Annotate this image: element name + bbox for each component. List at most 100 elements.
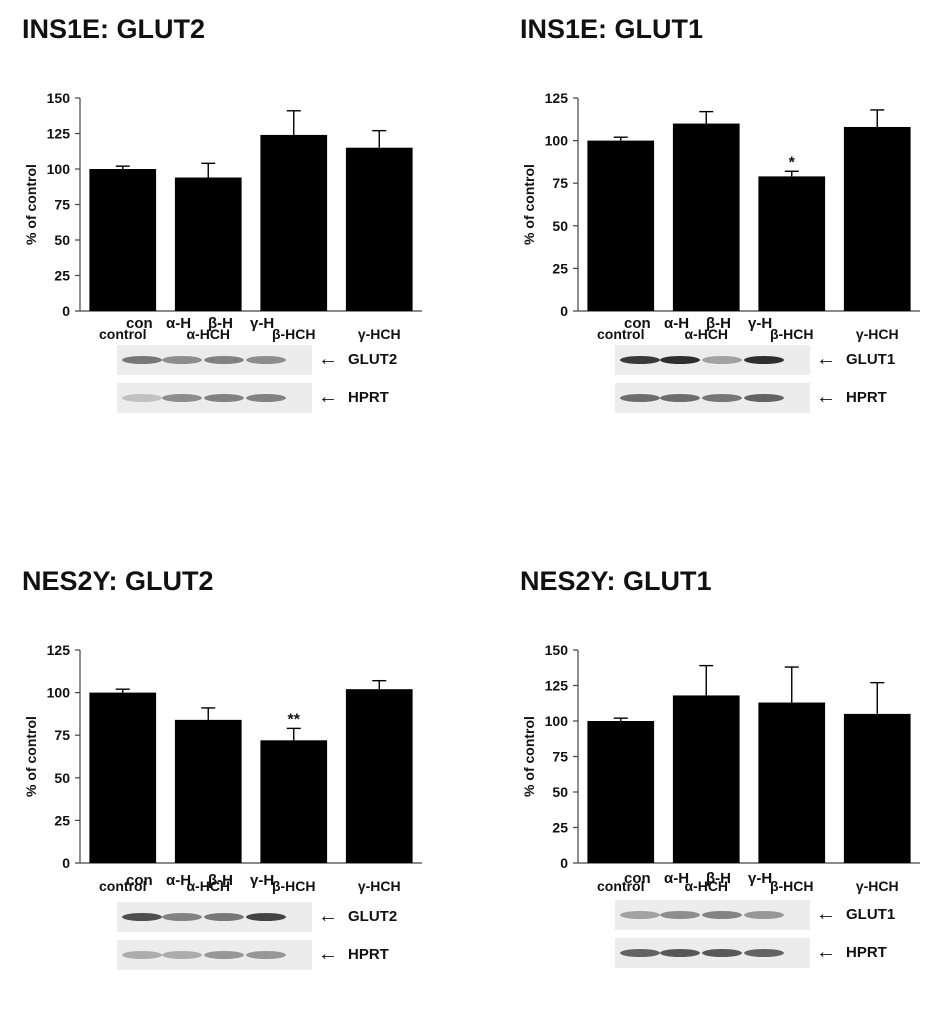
lane-label: β-H [208,315,233,332]
panel-title: NES2Y: GLUT1 [520,566,712,596]
y-tick-label: 125 [47,126,71,142]
y-tick-label: 0 [560,855,568,871]
y-tick-label: 100 [47,685,71,701]
blot-band [122,951,162,959]
blot-band [246,951,286,959]
x-tick-label: α-HCH [684,878,728,894]
arrow-left-icon: ← [816,386,836,408]
x-tick-label: α-HCH [186,878,230,894]
y-tick-label: 75 [54,727,70,743]
panel-title: NES2Y: GLUT2 [22,566,214,596]
blot-band [246,356,286,364]
bar [89,169,157,311]
blot-band [620,911,660,919]
y-tick-label: 150 [47,90,71,106]
bar [345,147,413,311]
bar [587,721,655,863]
lane-label: β-H [208,872,233,889]
y-tick-label: 25 [54,812,70,828]
x-tick-label: β-HCH [770,878,814,894]
panel-title: INS1E: GLUT1 [520,14,704,44]
blot-band [660,356,700,364]
blot-strip [615,938,810,968]
y-axis-label: % of control [521,164,537,245]
blot-band [744,911,784,919]
arrow-left-icon: ← [318,348,338,370]
x-tick-label: control [99,326,146,342]
bar [758,702,826,863]
blot-band [162,913,202,921]
blot-band [660,949,700,957]
blot-strip [117,383,312,413]
bar [174,177,242,311]
lane-label: α-H [664,870,690,887]
lane-label: con [126,872,153,889]
y-tick-label: 0 [62,855,70,871]
blot-target-label: GLUT2 [348,908,398,925]
significance-marker: * [789,154,796,171]
panel-ins1e-glut2: INS1E: GLUT2 0 25 50 75 100 125 150 % of contro… [22,14,442,494]
x-tick-label: α-HCH [684,326,728,342]
x-tick-label: α-HCH [186,326,230,342]
x-tick-label: γ-HCH [358,878,401,894]
western-blot: con α-H β-H γ-H ← GLUT1 ← HPRT [520,309,940,499]
blot-target-label: GLUT1 [846,906,896,923]
blot-band [162,394,202,402]
y-tick-label: 50 [54,232,70,248]
blot-target-label: GLUT1 [846,351,896,368]
blot-strip [117,902,312,932]
y-tick-label: 100 [545,713,569,729]
bar-chart: 0 25 50 75 100 125 % of control control α-HCH * β-… [521,90,920,342]
blot-strip [117,345,312,375]
x-tick-label: γ-HCH [358,326,401,342]
bar-chart: 0 25 50 75 100 125 % of control control α-HCH ** β… [23,642,422,894]
blot-band [744,356,784,364]
y-tick-label: 50 [552,784,568,800]
lane-label: β-H [706,315,731,332]
bar [345,689,413,863]
blot-band [702,911,742,919]
blot-target-label: GLUT2 [348,351,398,368]
lane-label: α-H [166,872,192,889]
x-tick-label: γ-HCH [856,878,899,894]
y-tick-label: 75 [552,749,568,765]
x-tick-label: control [597,878,644,894]
bar-chart: 0 25 50 75 100 125 150 % of control control α-HCH… [23,90,422,342]
panel-ins1e-glut1: INS1E: GLUT1 0 25 50 75 100 125 % of control co… [520,14,940,494]
blot-band [660,394,700,402]
blot-band [204,394,244,402]
arrow-left-icon: ← [318,943,338,965]
arrow-left-icon: ← [318,905,338,927]
blot-target-label: HPRT [846,944,887,961]
x-tick-label: control [99,878,146,894]
blot-band [620,356,660,364]
blot-band [702,394,742,402]
western-blot: con α-H β-H γ-H ← GLUT2 ← HPRT [22,309,442,499]
bar [843,126,911,311]
blot-strip [615,383,810,413]
y-tick-label: 25 [54,268,70,284]
blot-band [620,394,660,402]
arrow-left-icon: ← [318,386,338,408]
bar [758,176,826,311]
x-tick-label: control [597,326,644,342]
panel-nes2y-glut2: NES2Y: GLUT2 0 25 50 75 100 125 % of control co… [22,566,442,1029]
lane-label: γ-H [748,315,773,332]
y-tick-label: 25 [552,260,568,276]
y-tick-label: 75 [54,197,70,213]
bar [843,713,911,863]
panel-nes2y-glut1: NES2Y: GLUT1 0 25 50 75 100 125 150 % of contro… [520,566,940,1029]
blot-band [122,356,162,364]
arrow-left-icon: ← [816,903,836,925]
blot-band [702,356,742,364]
blot-band [204,913,244,921]
y-tick-label: 125 [545,678,569,694]
x-tick-label: β-HCH [272,878,316,894]
x-tick-label: β-HCH [770,326,814,342]
blot-target-label: HPRT [846,389,887,406]
lane-label: γ-H [250,872,275,889]
lane-label: α-H [166,315,192,332]
bar [672,123,740,311]
blot-band [204,356,244,364]
bar [260,740,328,863]
